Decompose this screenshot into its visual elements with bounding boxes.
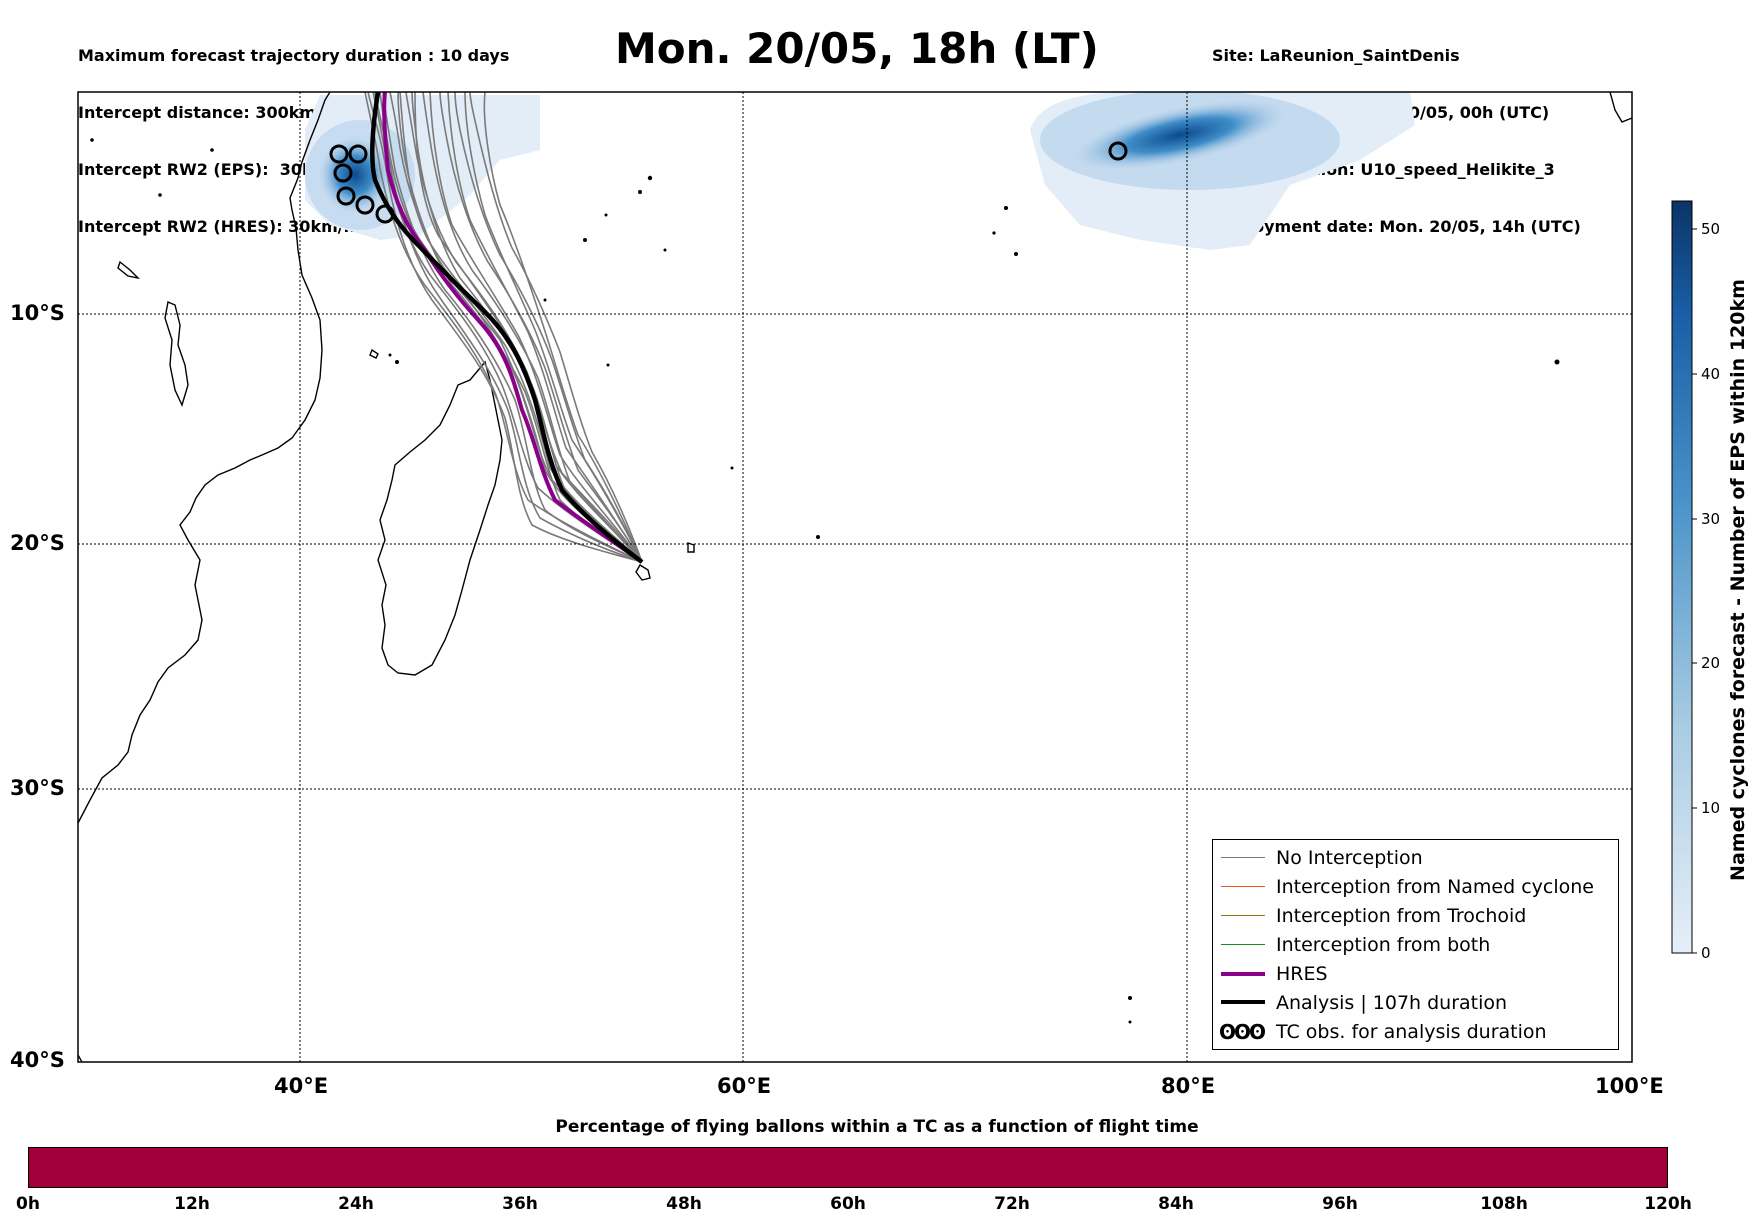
legend-swatch-no-interception bbox=[1221, 857, 1265, 858]
legend-item-tc-obs: ʘʘʘ TC obs. for analysis duration bbox=[1213, 1018, 1618, 1046]
coastlines bbox=[78, 92, 1632, 1062]
site-text: Site: LaReunion_SaintDenis bbox=[1212, 46, 1460, 65]
map-content bbox=[78, 92, 1632, 1062]
legend-item-no-interception: No Interception bbox=[1213, 844, 1618, 872]
legend-item-named-cyclone: Interception from Named cyclone bbox=[1213, 873, 1618, 901]
lon-label-60e: 60°E bbox=[717, 1074, 772, 1098]
legend-label-trochoid: Interception from Trochoid bbox=[1276, 905, 1527, 927]
coast-lake bbox=[164, 301, 189, 407]
intercept-distance-text: Intercept distance: 300km bbox=[78, 103, 317, 122]
legend-item-hres: HRES bbox=[1213, 960, 1618, 988]
legend-label-no-interception: No Interception bbox=[1276, 847, 1423, 869]
flight-time-percentage-bar bbox=[28, 1147, 1668, 1188]
time-tick-60h: 60h bbox=[830, 1194, 866, 1214]
coast-lake-2 bbox=[117, 260, 141, 280]
tc-observation-markers bbox=[329, 141, 1128, 224]
legend-label-tc-obs: TC obs. for analysis duration bbox=[1276, 1021, 1547, 1043]
legend-swatch-trochoid bbox=[1221, 915, 1265, 916]
map-frame bbox=[77, 91, 1633, 1063]
max-duration-text: Maximum forecast trajectory duration : 1… bbox=[78, 46, 510, 65]
time-tick-72h: 72h bbox=[994, 1194, 1030, 1214]
legend-label-both: Interception from both bbox=[1276, 934, 1491, 956]
bottom-bar-title: Percentage of flying ballons within a TC… bbox=[555, 1117, 1199, 1137]
colorbar-tick-30: 30 bbox=[1701, 510, 1720, 528]
time-tick-120h: 120h bbox=[1644, 1194, 1692, 1214]
lat-label-10s: 10°S bbox=[10, 301, 65, 325]
lon-label-80e: 80°E bbox=[1161, 1074, 1216, 1098]
coast-east-edge bbox=[1609, 92, 1632, 123]
time-tick-12h: 12h bbox=[174, 1194, 210, 1214]
analysis-trajectory bbox=[369, 92, 644, 564]
lon-label-40e: 40°E bbox=[274, 1074, 329, 1098]
colorbar-tick-10: 10 bbox=[1701, 799, 1720, 817]
legend-label-hres: HRES bbox=[1276, 963, 1328, 985]
intercept-hres-text: Intercept RW2 (HRES): 30km/h2 bbox=[78, 217, 367, 236]
time-tick-24h: 24h bbox=[338, 1194, 374, 1214]
time-tick-48h: 48h bbox=[666, 1194, 702, 1214]
hres-trajectory bbox=[382, 92, 644, 564]
legend-swatch-both bbox=[1221, 944, 1265, 945]
legend-swatch-named-cyclone bbox=[1221, 886, 1265, 887]
legend-label-named-cyclone: Interception from Named cyclone bbox=[1276, 876, 1594, 898]
lat-label-40s: 40°S bbox=[10, 1048, 65, 1072]
coast-africa bbox=[78, 92, 331, 824]
map-legend: No Interception Interception from Named … bbox=[1212, 839, 1619, 1050]
colorbar-tick-20: 20 bbox=[1701, 654, 1720, 672]
tc-obs-symbol-icon: ʘʘʘ bbox=[1219, 1020, 1266, 1044]
gridlines bbox=[78, 92, 1632, 1062]
lon-label-100e: 100°E bbox=[1595, 1074, 1664, 1098]
colorbar-tick-50: 50 bbox=[1701, 220, 1720, 238]
colorbar-label: Named cyclones forecast - Number of EPS … bbox=[1727, 279, 1749, 881]
time-tick-108h: 108h bbox=[1480, 1194, 1528, 1214]
ensemble-trajectories bbox=[364, 92, 643, 563]
legend-swatch-hres bbox=[1221, 972, 1265, 976]
coast-comoros bbox=[369, 348, 379, 359]
colorbar-gradient bbox=[1671, 200, 1693, 954]
coast-madagascar bbox=[377, 360, 503, 676]
legend-label-analysis: Analysis | 107h duration bbox=[1276, 992, 1508, 1014]
time-tick-0h: 0h bbox=[16, 1194, 40, 1214]
colorbar-tick-0: 0 bbox=[1701, 944, 1711, 962]
legend-item-trochoid: Interception from Trochoid bbox=[1213, 902, 1618, 930]
lat-label-20s: 20°S bbox=[10, 531, 65, 555]
coast-reunion bbox=[635, 564, 651, 581]
colorbar: 0 10 20 30 40 50 Named cyclones forecast… bbox=[1671, 200, 1749, 962]
time-tick-36h: 36h bbox=[502, 1194, 538, 1214]
lat-label-30s: 30°S bbox=[10, 776, 65, 800]
density-field-east bbox=[1030, 92, 1415, 250]
colorbar-tick-40: 40 bbox=[1701, 365, 1720, 383]
time-tick-96h: 96h bbox=[1322, 1194, 1358, 1214]
small-islands bbox=[90, 138, 1560, 1024]
time-tick-84h: 84h bbox=[1158, 1194, 1194, 1214]
legend-item-analysis: Analysis | 107h duration bbox=[1213, 989, 1618, 1017]
page-title: Mon. 20/05, 18h (LT) bbox=[615, 24, 1099, 73]
legend-item-both: Interception from both bbox=[1213, 931, 1618, 959]
legend-swatch-analysis bbox=[1221, 1000, 1265, 1004]
